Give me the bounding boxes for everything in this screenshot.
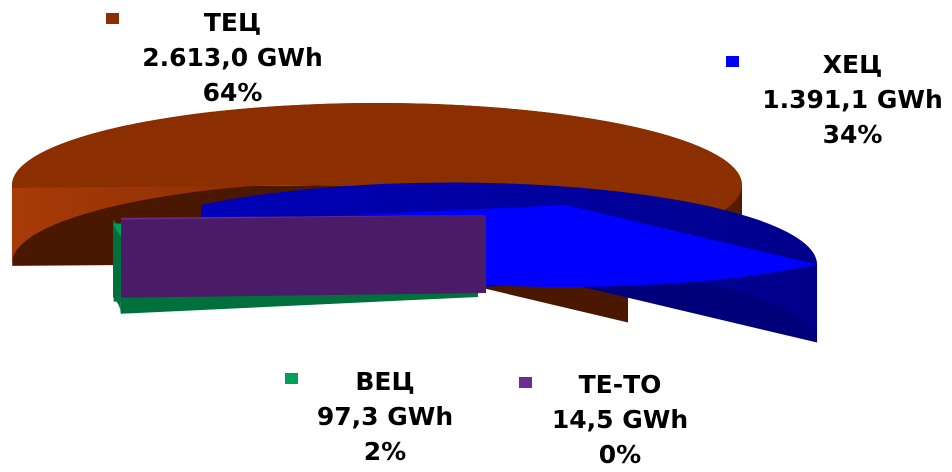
slice-value-tec: 2.613,0 GWh (142, 43, 323, 72)
slice-cut-teto-b (121, 215, 486, 298)
slice-percent-vec: 2% (363, 437, 407, 466)
legend-swatch-tec (106, 13, 119, 24)
slice-value-hec: 1.391,1 GWh (762, 85, 943, 114)
slice-label-tec: ТЕЦ 2.613,0 GWh 64% (130, 5, 335, 110)
legend-swatch-teto (519, 377, 532, 388)
pie-slices (12, 103, 818, 343)
slice-name-teto: ТЕ-ТО (578, 370, 662, 399)
slice-name-vec: ВЕЦ (355, 367, 415, 396)
slice-value-teto: 14,5 GWh (551, 405, 689, 434)
slice-label-teto: ТЕ-ТО 14,5 GWh 0% (540, 367, 700, 472)
legend-swatch-vec (285, 373, 298, 384)
slice-label-hec: ХЕЦ 1.391,1 GWh 34% (755, 47, 950, 152)
slice-name-hec: ХЕЦ (822, 50, 883, 79)
slice-percent-hec: 34% (822, 120, 883, 149)
slice-side-vec (113, 219, 121, 314)
legend-swatch-hec (726, 56, 739, 67)
slice-top-teto (121, 215, 486, 220)
slice-percent-teto: 0% (598, 440, 642, 469)
slice-label-vec: ВЕЦ 97,3 GWh 2% (300, 364, 470, 469)
slice-value-vec: 97,3 GWh (316, 402, 454, 431)
slice-name-tec: ТЕЦ (203, 8, 262, 37)
slice-side-teto (121, 215, 122, 298)
slice-percent-tec: 64% (202, 78, 263, 107)
